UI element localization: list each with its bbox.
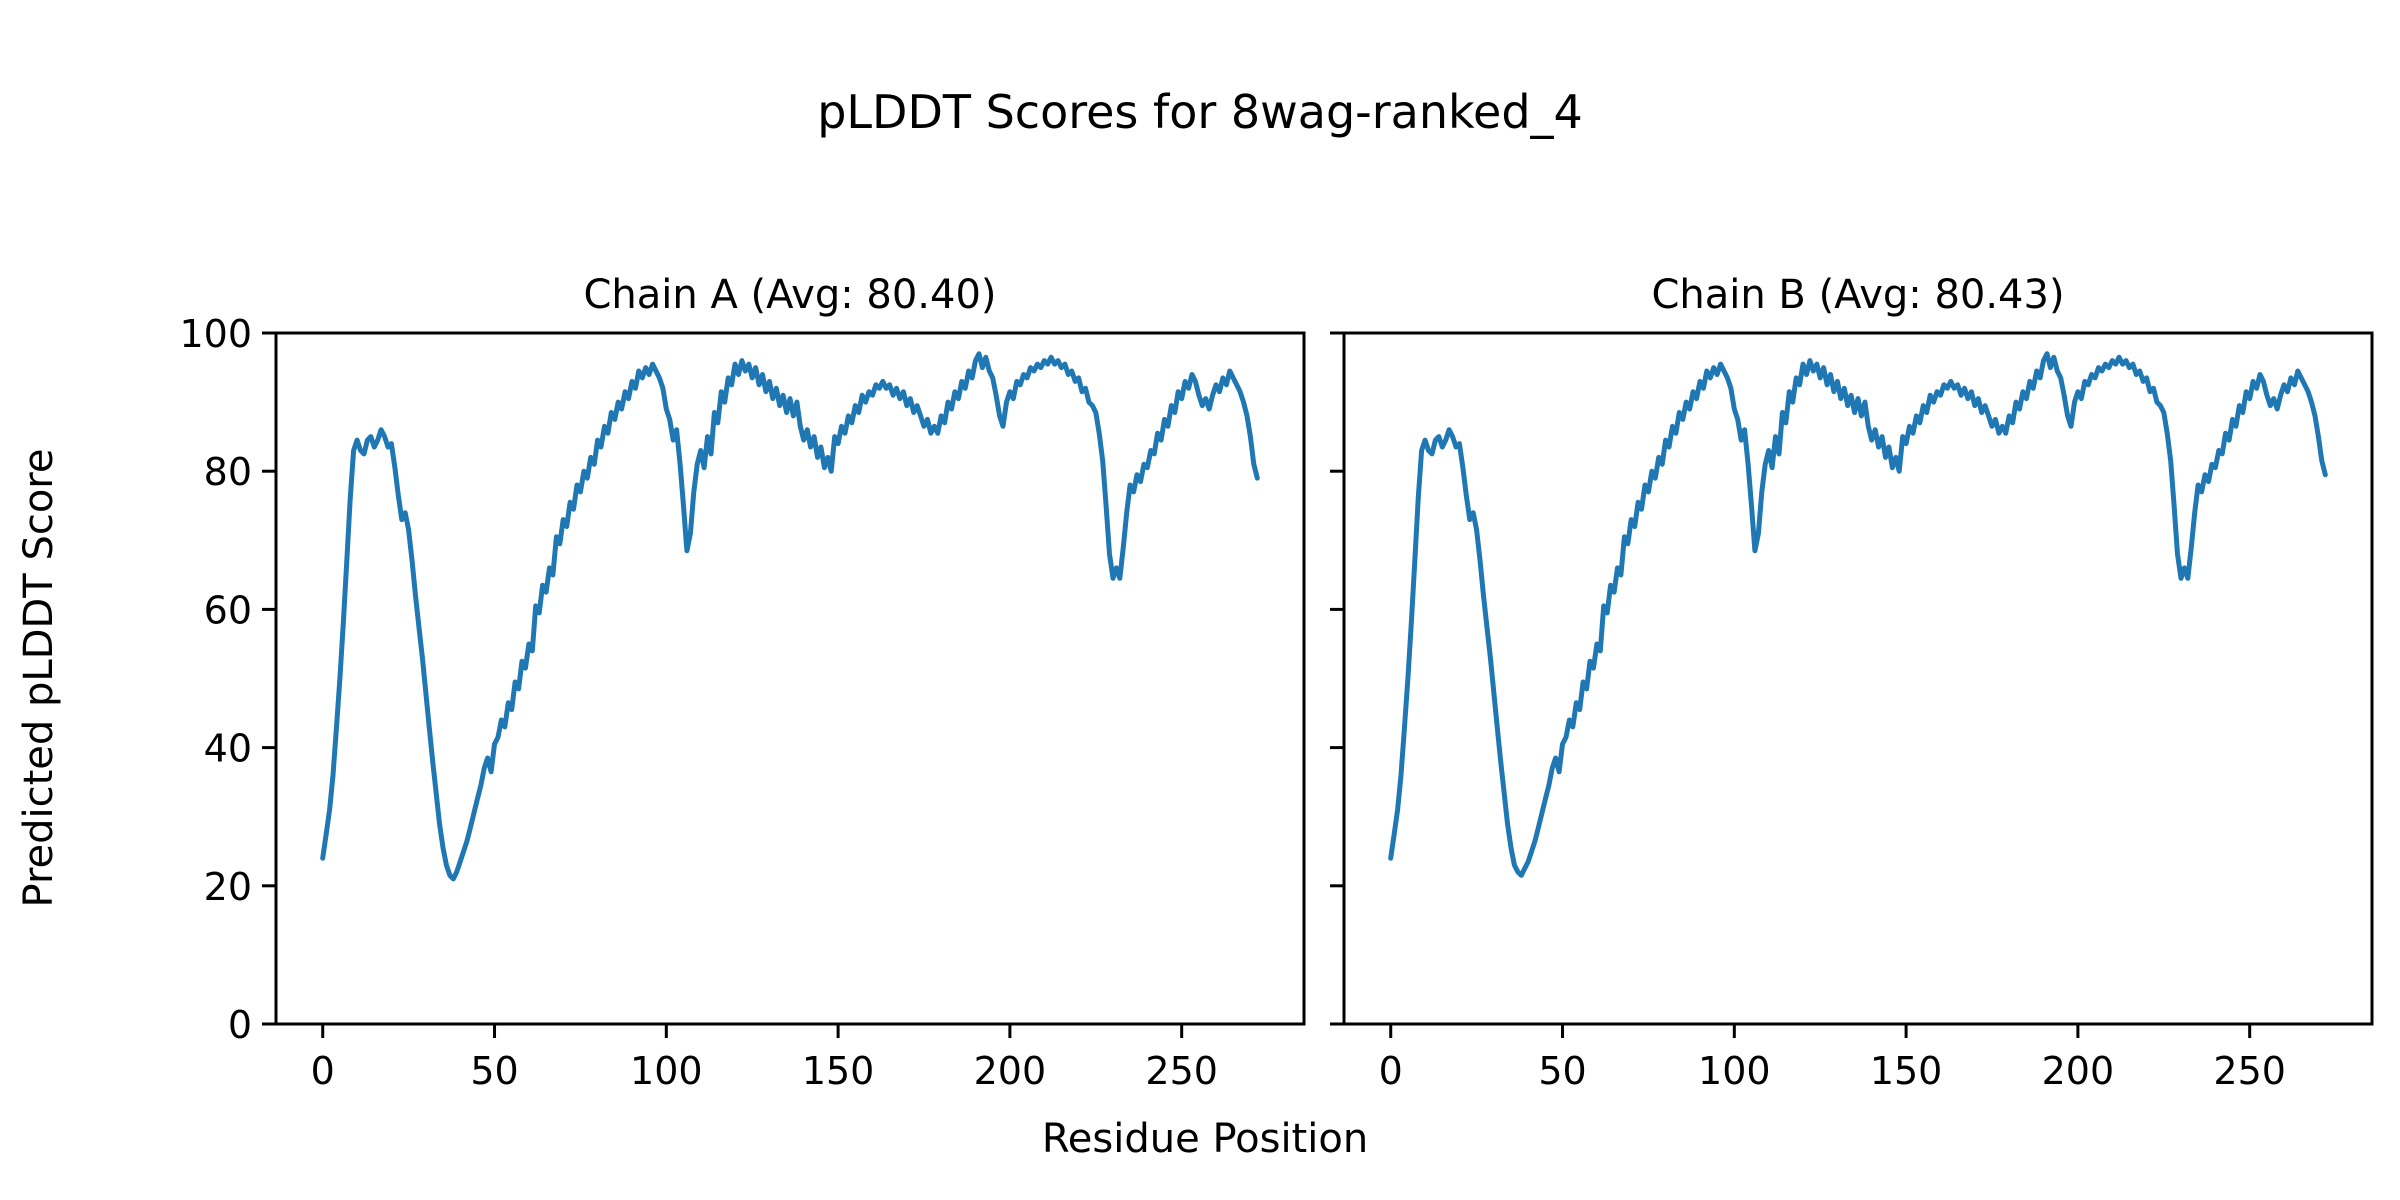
chain-b-subplot-title: Chain B (Avg: 80.43) (1651, 272, 2064, 318)
x-tick-label: 200 (974, 1049, 1047, 1093)
x-tick-label: 0 (1379, 1049, 1403, 1093)
axes-frame (1342, 331, 2374, 1026)
y-tick-label: 40 (204, 727, 252, 771)
x-tick-label: 250 (1145, 1049, 1218, 1093)
subplot-chain-a: 0 50 100 150 200 250 0 20 40 60 80 100 (179, 312, 1306, 1093)
x-tick-label: 250 (2213, 1049, 2286, 1093)
subplot-chain-b: 0 50 100 150 200 250 (1330, 331, 2374, 1093)
figure-title: pLDDT Scores for 8wag-ranked_4 (817, 85, 1583, 139)
x-axis-label: Residue Position (1042, 1116, 1368, 1162)
chain-a-subplot-title: Chain A (Avg: 80.40) (583, 272, 996, 318)
x-tick-label: 0 (311, 1049, 335, 1093)
x-tick-label: 100 (1698, 1049, 1771, 1093)
y-tick-label: 100 (179, 312, 252, 356)
x-tick-label: 50 (1538, 1049, 1586, 1093)
x-tick-label: 100 (630, 1049, 703, 1093)
plot-areas: 0 50 100 150 200 250 0 20 40 60 80 100 0 50 100 150 200 2… (179, 312, 2374, 1093)
x-tick-label: 50 (470, 1049, 518, 1093)
x-tick-label: 150 (802, 1049, 875, 1093)
axes-frame (274, 331, 1306, 1026)
y-axis-label: Predicted pLDDT Score (16, 449, 62, 908)
y-tick-label: 20 (204, 865, 252, 909)
y-tick-label: 60 (204, 588, 252, 632)
y-tick-label: 80 (204, 450, 252, 494)
plddt-line-chain-b (1388, 351, 2328, 878)
x-tick-label: 200 (2042, 1049, 2115, 1093)
y-tick-label: 0 (228, 1003, 252, 1047)
x-tick-label: 150 (1870, 1049, 1943, 1093)
plddt-line-chain-a (320, 351, 1260, 882)
